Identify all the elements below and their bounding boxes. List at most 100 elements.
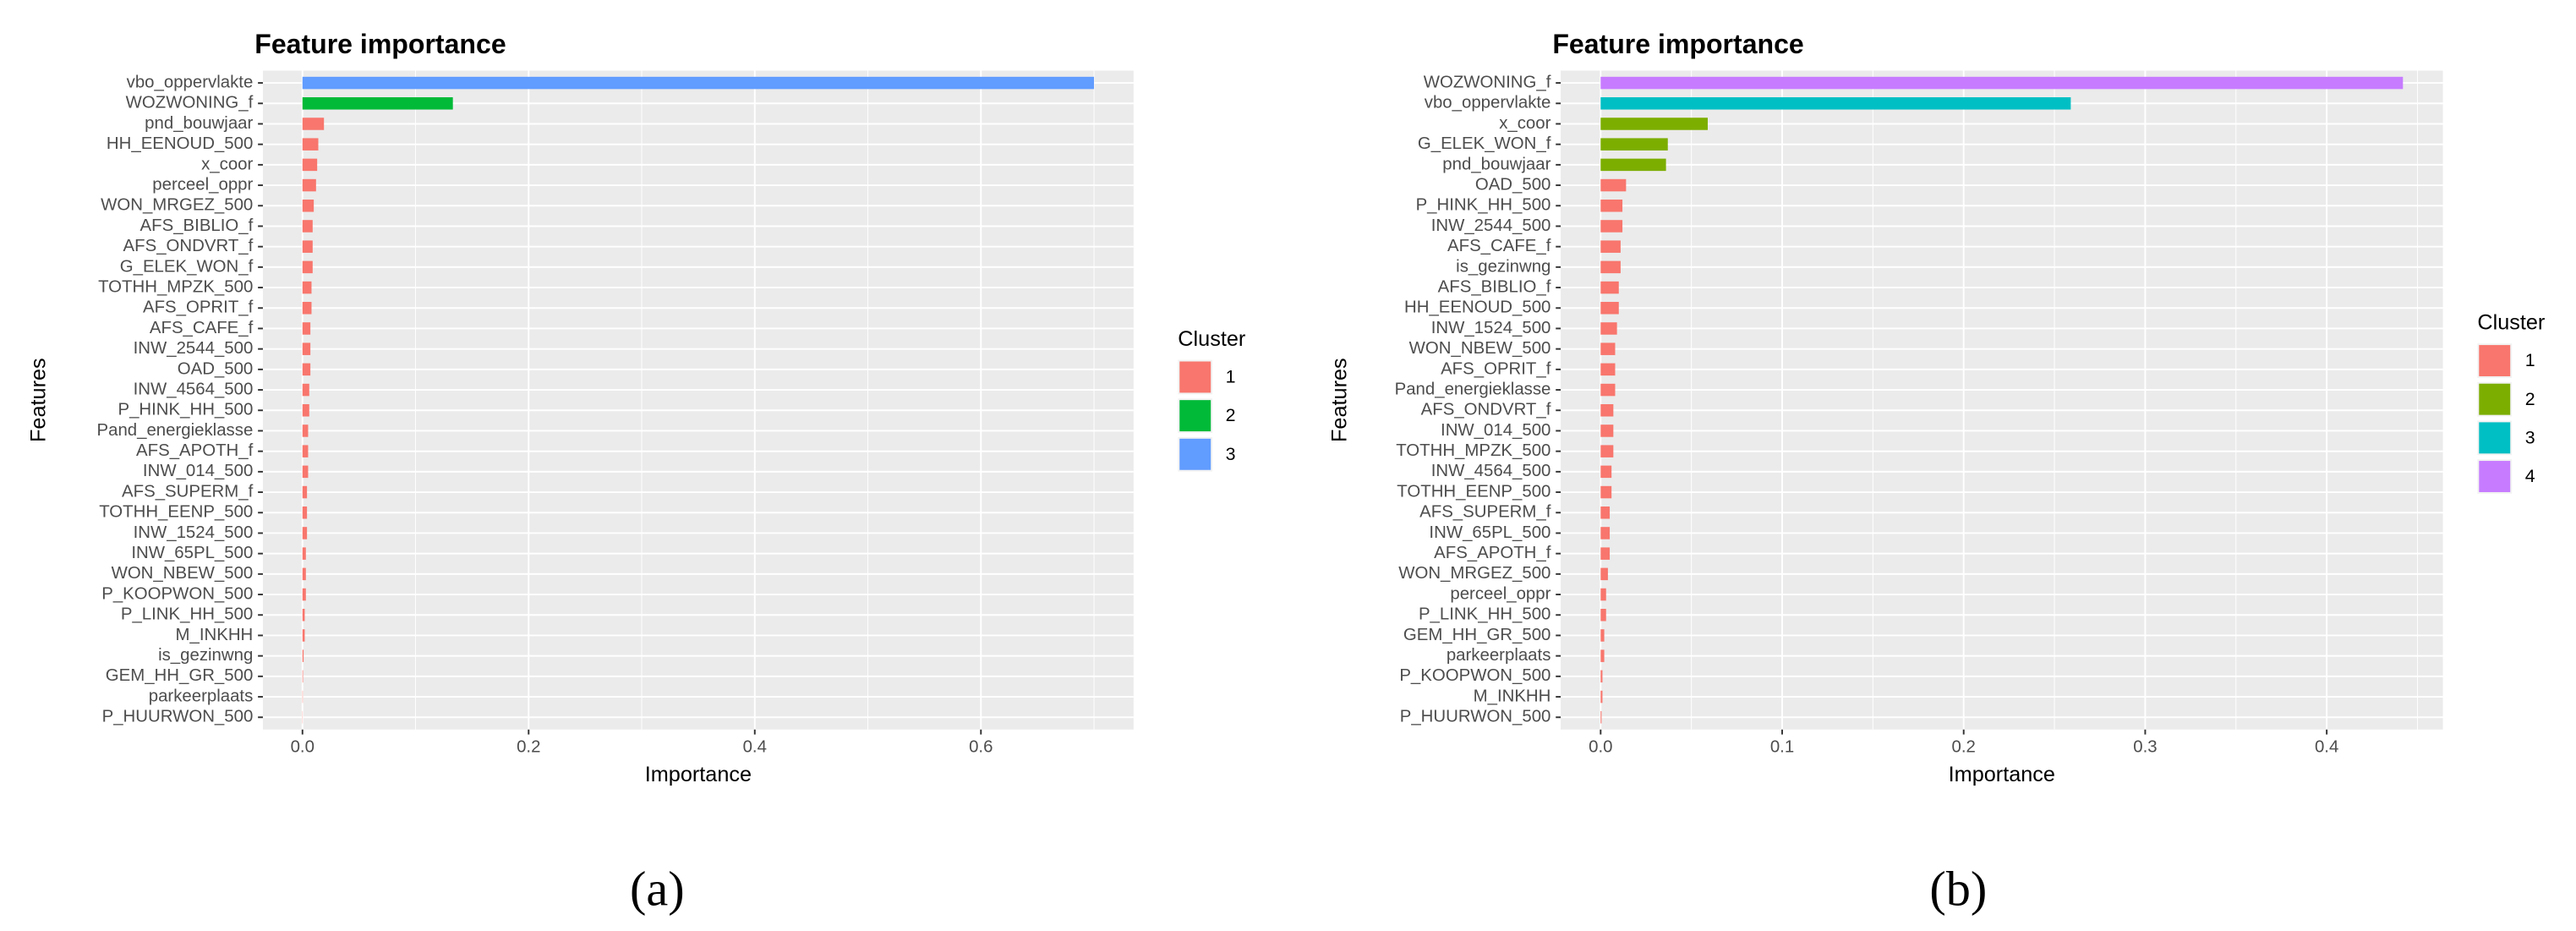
legend-swatch [2479, 461, 2511, 492]
y-tick-label: Pand_energieklasse [1395, 380, 1551, 398]
bar [1600, 710, 1602, 724]
legend-label: 3 [2525, 427, 2535, 447]
y-tick-label: parkeerplaats [149, 687, 254, 705]
y-tick-label: TOTHH_MPZK_500 [98, 277, 253, 296]
bar [1600, 138, 1668, 151]
bar [1600, 118, 1708, 130]
y-tick-label: AFS_SUPERM_f [1419, 503, 1551, 522]
bar [1600, 608, 1606, 622]
y-tick-label: WON_MRGEZ_500 [101, 196, 253, 215]
plot-panel [262, 70, 1134, 730]
y-tick-label: WON_NBEW_500 [1409, 339, 1551, 358]
bar [302, 322, 311, 335]
bar [1600, 567, 1608, 581]
y-tick-label: P_KOOPWON_500 [1399, 666, 1551, 685]
y-axis-label: Features [1327, 358, 1351, 442]
bar [1600, 322, 1617, 335]
y-tick-label: AFS_ONDVRT_f [1421, 401, 1551, 419]
y-tick-label: WOZWONING_f [126, 94, 254, 112]
bar [302, 97, 453, 110]
y-tick-label: P_LINK_HH_500 [1419, 605, 1551, 624]
legend-swatch [2479, 383, 2511, 415]
y-tick-label: vbo_oppervlakte [1425, 94, 1551, 112]
bar [1600, 424, 1614, 437]
y-tick-label: AFS_APOTH_f [1434, 544, 1551, 562]
y-tick-label: parkeerplaats [1447, 646, 1551, 665]
bar [302, 445, 309, 457]
x-tick-label: 0.4 [743, 738, 767, 757]
y-tick-label: INW_1524_500 [1431, 319, 1551, 337]
bar [302, 506, 308, 519]
x-tick-label: 0.2 [1952, 738, 1976, 757]
y-tick-label: AFS_BIBLIO_f [1438, 277, 1551, 296]
y-tick-label: OAD_500 [1475, 175, 1551, 194]
y-tick-label: HH_EENOUD_500 [107, 134, 253, 153]
y-tick-label: pnd_bouwjaar [145, 114, 253, 133]
bar [302, 260, 313, 274]
bar [1600, 690, 1603, 704]
legend-label: 3 [1226, 444, 1236, 464]
legend-label: 1 [2525, 350, 2535, 370]
bar [302, 588, 306, 601]
chart-title: Feature importance [1552, 29, 1803, 59]
bar [302, 629, 305, 642]
bar [1600, 404, 1614, 417]
y-tick-label: TOTHH_EENP_500 [99, 503, 253, 522]
legend-label: 1 [1226, 367, 1236, 387]
bar [302, 220, 313, 233]
plot-panel [1561, 70, 2443, 730]
legend-label: 2 [2525, 389, 2535, 409]
x-tick-label: 0.6 [969, 738, 993, 757]
y-tick-label: INW_1524_500 [134, 523, 254, 542]
legend-swatch [1179, 361, 1211, 393]
bar [1600, 158, 1666, 172]
chart-title: Feature importance [254, 29, 506, 59]
bar [302, 76, 1095, 90]
y-tick-label: TOTHH_MPZK_500 [1396, 441, 1551, 460]
y-tick-label: Pand_energieklasse [97, 421, 254, 440]
legend-swatch [1179, 400, 1211, 432]
bar [1600, 220, 1623, 233]
y-tick-label: INW_4564_500 [134, 380, 254, 398]
bar [302, 200, 314, 212]
bar [1600, 649, 1605, 662]
y-tick-label: P_KOOPWON_500 [101, 584, 253, 603]
y-tick-label: AFS_APOTH_f [136, 441, 254, 460]
bar [302, 363, 311, 376]
y-tick-label: P_LINK_HH_500 [121, 605, 253, 624]
x-tick-label: 0.0 [1589, 738, 1612, 757]
x-axis-label: Importance [1949, 763, 2055, 786]
y-tick-label: vbo_oppervlakte [127, 73, 254, 91]
legend-label: 4 [2525, 466, 2535, 486]
bar [302, 527, 308, 539]
bar [302, 281, 312, 294]
y-tick-label: WON_NBEW_500 [112, 564, 254, 583]
bar [1600, 588, 1606, 601]
bar [1600, 547, 1611, 560]
y-tick-label: WON_MRGEZ_500 [1398, 564, 1551, 583]
x-tick-label: 0.2 [517, 738, 540, 757]
bar [302, 302, 312, 315]
bar [1600, 485, 1612, 499]
legend-swatch [2479, 422, 2511, 454]
bar [1600, 465, 1612, 479]
bar [1600, 506, 1611, 519]
y-tick-label: GEM_HH_GR_500 [106, 666, 254, 685]
bar [1600, 527, 1611, 539]
y-axis-label: Features [26, 358, 50, 442]
bar [1600, 200, 1623, 212]
bar [302, 158, 318, 172]
y-tick-label: perceel_oppr [152, 175, 253, 194]
bar [1600, 363, 1616, 376]
y-tick-label: INW_014_500 [143, 462, 253, 480]
bar [1600, 302, 1619, 315]
y-tick-label: AFS_BIBLIO_f [140, 216, 254, 235]
y-tick-label: INW_4564_500 [1431, 462, 1551, 480]
y-tick-label: AFS_CAFE_f [150, 319, 254, 337]
bar [302, 138, 319, 151]
y-tick-label: pnd_bouwjaar [1442, 155, 1551, 173]
legend-swatch [2479, 345, 2511, 376]
y-tick-label: P_HUURWON_500 [1400, 708, 1551, 726]
y-tick-label: INW_2544_500 [1431, 216, 1551, 235]
